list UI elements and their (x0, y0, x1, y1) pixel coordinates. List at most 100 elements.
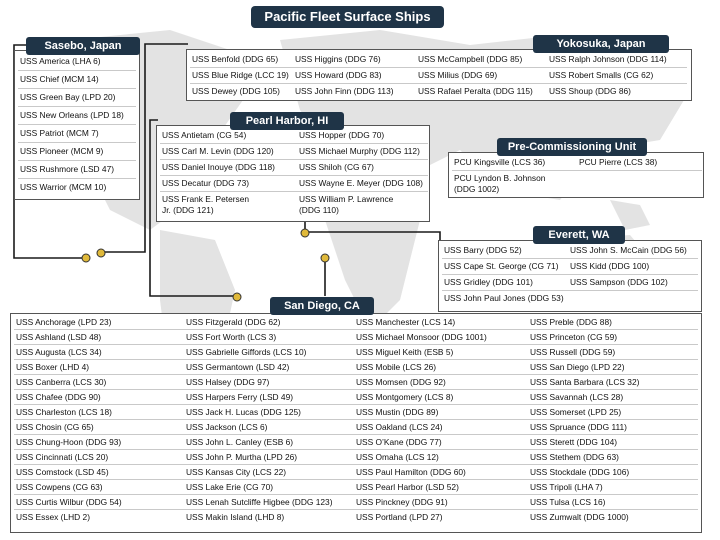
list-item: USS Somerset (LPD 25) (528, 405, 698, 420)
list-item: USS Gabrielle Giffords (LCS 10) (184, 345, 354, 360)
list-item: USS John Paul Jones (DDG 53) (444, 293, 564, 303)
list-item: USS Miguel Keith (ESB 5) (354, 345, 528, 360)
list-item: USS Robert Smalls (CG 62) (547, 68, 687, 84)
list-item: USS John S. McCain (DDG 56) (568, 243, 698, 259)
list-item: USS Gridley (DDG 101) (442, 275, 568, 291)
list-item: USS Pioneer (MCM 9) (18, 143, 136, 161)
list-item: USS Savannah (LCS 28) (528, 390, 698, 405)
list-item: USS Chief (MCM 14) (18, 71, 136, 89)
list-item: USS Kansas City (LCS 22) (184, 465, 354, 480)
list-item: USS John Finn (DDG 113) (295, 86, 394, 96)
list-item: USS Mobile (LCS 26) (354, 360, 528, 375)
list-item: USS Warrior (MCM 10) (20, 182, 107, 192)
san-diego-header: San Diego, CA (270, 297, 374, 315)
list-item: USS Halsey (DDG 97) (184, 375, 354, 390)
list-item: USS Barry (DDG 52) (442, 243, 568, 259)
list-item: PCU Pierre (LCS 38) (577, 155, 702, 171)
list-item: USS Mustin (DDG 89) (354, 405, 528, 420)
list-item: USS Omaha (LCS 12) (354, 450, 528, 465)
list-item: USS Stockdale (DDG 106) (528, 465, 698, 480)
list-item: USS Comstock (LSD 45) (14, 465, 184, 480)
list-item: USS Boxer (LHD 4) (14, 360, 184, 375)
list-item: USS Daniel Inouye (DDG 118) (160, 160, 297, 176)
pcu-box: PCU Kingsville (LCS 36) PCU Pierre (LCS … (448, 152, 704, 198)
list-item: USS Milius (DDG 69) (416, 68, 547, 84)
list-item: USS John P. Murtha (LPD 26) (184, 450, 354, 465)
list-item: USS Preble (DDG 88) (528, 315, 698, 330)
list-item: USS Kidd (DDG 100) (568, 259, 698, 275)
list-item: USS Stethem (DDG 63) (528, 450, 698, 465)
list-item: USS Fitzgerald (DDG 62) (184, 315, 354, 330)
list-item: USS Jack H. Lucas (DDG 125) (184, 405, 354, 420)
list-item: USS Charleston (LCS 18) (14, 405, 184, 420)
san-diego-box: USS Anchorage (LPD 23) USS Ashland (LSD … (10, 313, 702, 533)
sasebo-header: Sasebo, Japan (26, 37, 140, 55)
list-item: USS Rafael Peralta (DDG 115) (418, 86, 533, 96)
list-item: USS Howard (DDG 83) (293, 68, 416, 84)
list-item: USS Paul Hamilton (DDG 60) (354, 465, 528, 480)
san-diego-column-3: USS Manchester (LCS 14) USS Michael Mons… (354, 315, 528, 524)
list-item: USS Princeton (CG 59) (528, 330, 698, 345)
list-item: USS Carl M. Levin (DDG 120) (160, 144, 297, 160)
list-item: USS Sterett (DDG 104) (528, 435, 698, 450)
list-item: USS William P. Lawrence (DDG 110) (299, 194, 394, 215)
pearl-harbor-box: USS Antietam (CG 54) USS Hopper (DDG 70)… (156, 125, 430, 222)
list-item: USS Cincinnati (LCS 20) (14, 450, 184, 465)
list-item: USS New Orleans (LPD 18) (18, 107, 136, 125)
pcu-header: Pre-Commissioning Unit (497, 138, 647, 156)
list-item: USS Hopper (DDG 70) (297, 128, 428, 144)
list-item: USS Cape St. George (CG 71) (442, 259, 568, 275)
list-item: USS John L. Canley (ESB 6) (184, 435, 354, 450)
list-item: USS Benfold (DDG 65) (190, 52, 293, 68)
list-item: USS Fort Worth (LCS 3) (184, 330, 354, 345)
list-item: USS Decatur (DDG 73) (160, 176, 297, 192)
list-item: USS Tripoli (LHA 7) (528, 480, 698, 495)
page-title: Pacific Fleet Surface Ships (251, 6, 444, 28)
list-item: USS Jackson (LCS 6) (184, 420, 354, 435)
list-item: USS Santa Barbara (LCS 32) (528, 375, 698, 390)
list-item: USS Chafee (DDG 90) (14, 390, 184, 405)
list-item: PCU Lyndon B. Johnson (DDG 1002) (454, 173, 546, 194)
list-item: USS Spruance (DDG 111) (528, 420, 698, 435)
list-item: USS Chosin (CG 65) (14, 420, 184, 435)
list-item: USS Curtis Wilbur (DDG 54) (14, 495, 184, 510)
list-item: USS Frank E. Petersen Jr. (DDG 121) (162, 194, 250, 215)
list-item: USS Lenah Sutcliffe Higbee (DDG 123) (184, 495, 354, 510)
list-item: USS Higgins (DDG 76) (293, 52, 416, 68)
list-item: USS America (LHA 6) (18, 53, 136, 71)
list-item: USS Momsen (DDG 92) (354, 375, 528, 390)
list-item: USS Pinckney (DDG 91) (354, 495, 528, 510)
list-item: USS Michael Murphy (DDG 112) (297, 144, 428, 160)
everett-header: Everett, WA (533, 226, 625, 244)
list-item: USS Ashland (LSD 48) (14, 330, 184, 345)
list-item: USS Augusta (LCS 34) (14, 345, 184, 360)
list-item: USS Manchester (LCS 14) (354, 315, 528, 330)
list-item: USS Zumwalt (DDG 1000) (530, 512, 629, 522)
list-item: USS Shiloh (CG 67) (297, 160, 428, 176)
list-item: USS Blue Ridge (LCC 19) (190, 68, 293, 84)
list-item: USS O’Kane (DDG 77) (354, 435, 528, 450)
list-item: USS Wayne E. Meyer (DDG 108) (297, 176, 428, 192)
sasebo-box: USS America (LHA 6) USS Chief (MCM 14) U… (14, 50, 140, 200)
san-diego-column-4: USS Preble (DDG 88) USS Princeton (CG 59… (528, 315, 698, 524)
list-item: USS Portland (LPD 27) (356, 512, 443, 522)
list-item: USS Dewey (DDG 105) (192, 86, 280, 96)
list-item: USS Canberra (LCS 30) (14, 375, 184, 390)
list-item: USS Shoup (DDG 86) (549, 86, 631, 96)
list-item: USS Germantown (LSD 42) (184, 360, 354, 375)
everett-box: USS Barry (DDG 52) USS John S. McCain (D… (438, 240, 702, 312)
list-item: USS Harpers Ferry (LSD 49) (184, 390, 354, 405)
list-item: USS Makin Island (LHD 8) (186, 512, 285, 522)
list-item: USS Michael Monsoor (DDG 1001) (354, 330, 528, 345)
list-item: USS Tulsa (LCS 16) (528, 495, 698, 510)
list-item: USS Lake Erie (CG 70) (184, 480, 354, 495)
list-item: USS Chung-Hoon (DDG 93) (14, 435, 184, 450)
list-item: USS Antietam (CG 54) (160, 128, 297, 144)
list-item: USS McCampbell (DDG 85) (416, 52, 547, 68)
yokosuka-box: USS Benfold (DDG 65) USS Higgins (DDG 76… (186, 49, 692, 101)
list-item: USS Anchorage (LPD 23) (14, 315, 184, 330)
list-item: PCU Kingsville (LCS 36) (452, 155, 577, 171)
list-item: USS Oakland (LCS 24) (354, 420, 528, 435)
yokosuka-header: Yokosuka, Japan (533, 35, 669, 53)
list-item: USS Essex (LHD 2) (16, 512, 90, 522)
